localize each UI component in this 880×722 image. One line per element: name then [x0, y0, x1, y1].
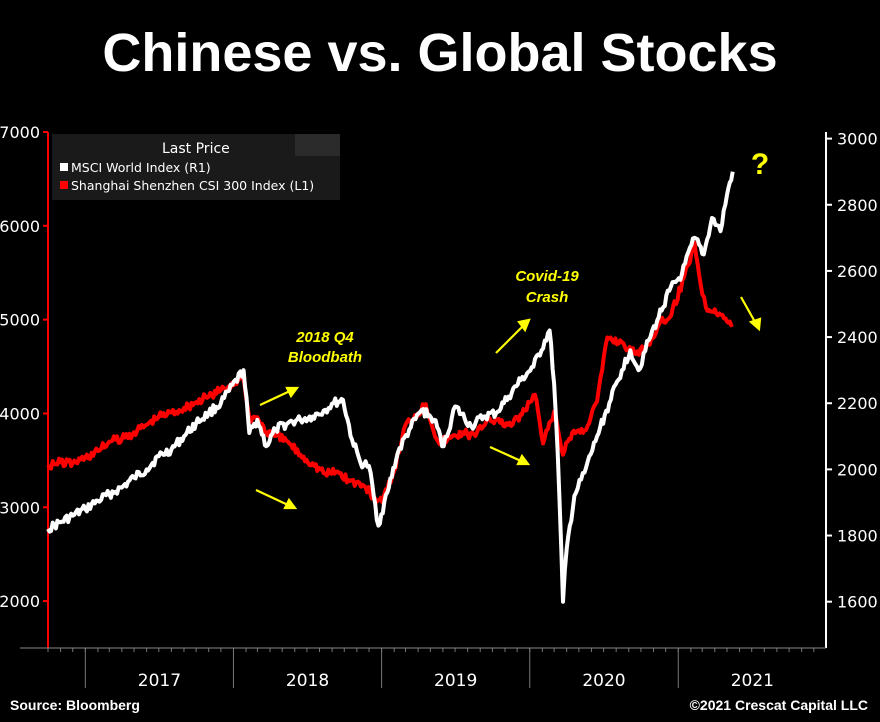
legend-item-msci: MSCI World Index (R1) — [71, 160, 211, 175]
left-tick-label: 5000 — [0, 311, 40, 330]
copyright-note: ©2021 Crescat Capital LLC — [689, 697, 868, 713]
legend-swatch-msci — [60, 163, 68, 171]
right-tick-label: 2800 — [837, 196, 878, 215]
left-tick-label: 4000 — [0, 404, 40, 423]
right-tick-labels: 1600 1800 2000 2200 2400 2600 2800 3000 — [826, 130, 878, 612]
right-tick-label: 3000 — [837, 130, 878, 149]
page-title: Chinese vs. Global Stocks — [102, 23, 778, 83]
right-tick-label: 1800 — [837, 527, 878, 546]
legend-title: Last Price — [162, 141, 230, 157]
arrow-down-2021 — [740, 296, 756, 323]
legend-box — [52, 134, 340, 200]
source-note: Source: Bloomberg — [10, 697, 140, 713]
x-tick-label: 2017 — [138, 671, 181, 691]
right-tick-label: 2200 — [837, 394, 878, 413]
x-tick-label: 2020 — [582, 671, 625, 691]
right-tick-label: 2000 — [837, 460, 878, 479]
arrow-down-2018 — [255, 489, 289, 506]
right-tick-label: 2400 — [837, 328, 878, 347]
arrow-down-covid — [489, 445, 522, 463]
annotation-crash: Crash — [526, 289, 569, 306]
right-tick-label: 1600 — [837, 593, 878, 612]
annotation-covid-19: Covid-19 — [515, 268, 579, 285]
legend-swatch-csi300 — [60, 181, 68, 189]
x-tick-label: 2018 — [286, 671, 329, 691]
x-tick-label: 2019 — [434, 671, 477, 691]
x-axis-labels: 2017 2018 2019 2020 2021 — [138, 671, 774, 691]
arrow-up-2018 — [259, 390, 291, 406]
annotation-2018-q4: 2018 Q4 — [295, 329, 354, 346]
left-tick-label: 3000 — [0, 498, 40, 517]
annotations: 2018 Q4 Bloodbath Covid-19 Crash ? — [255, 148, 769, 510]
left-tick-label: 7000 — [0, 123, 40, 142]
gridlines — [47, 648, 815, 688]
legend-item-csi300: Shanghai Shenzhen CSI 300 Index (L1) — [71, 178, 314, 193]
msci-world-series-line — [46, 171, 735, 604]
right-tick-label: 2600 — [837, 262, 878, 281]
annotation-question-mark: ? — [751, 148, 769, 181]
annotation-bloodbath: Bloodbath — [288, 349, 362, 366]
legend: Last Price MSCI World Index (R1) Shangha… — [52, 134, 340, 200]
x-tick-label: 2021 — [731, 671, 774, 691]
arrow-up-covid — [495, 325, 524, 354]
left-tick-label: 6000 — [0, 217, 40, 236]
left-tick-labels: 2000 3000 4000 5000 6000 7000 — [0, 123, 48, 611]
left-tick-label: 2000 — [0, 592, 40, 611]
